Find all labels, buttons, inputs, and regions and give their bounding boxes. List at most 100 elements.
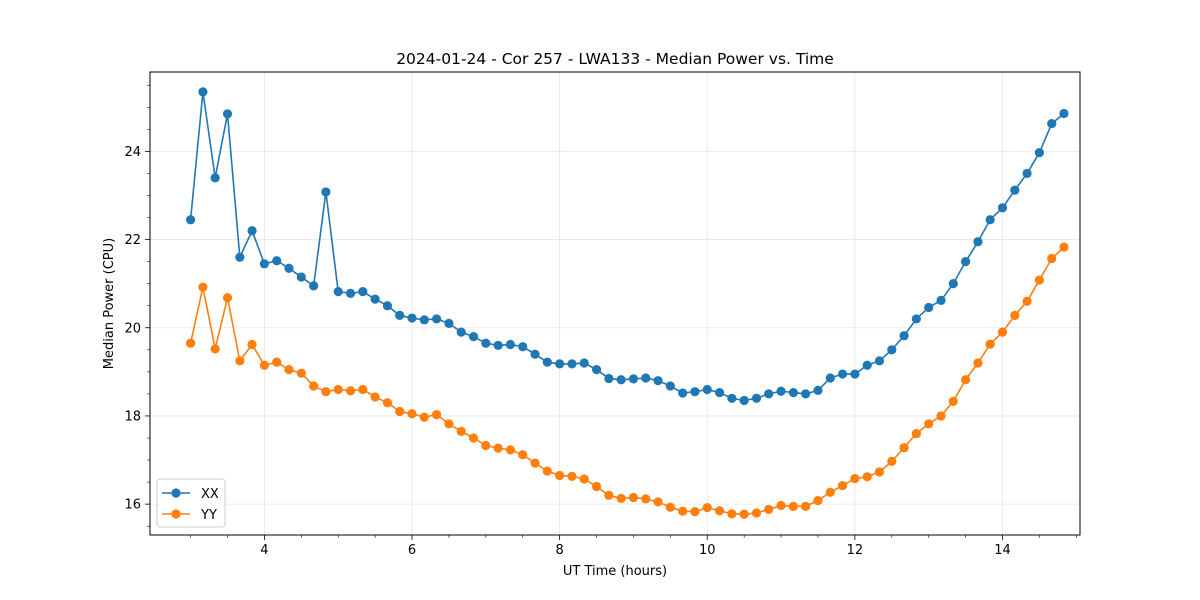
- grid-lines: [150, 72, 1080, 535]
- data-point-xx: [481, 338, 491, 348]
- data-point-yy: [751, 508, 762, 518]
- data-point-yy: [382, 398, 393, 408]
- data-point-xx: [1059, 108, 1069, 119]
- chart-title: 2024-01-24 - Cor 257 - LWA133 - Median P…: [396, 50, 834, 68]
- data-point-xx: [1010, 185, 1020, 195]
- data-point-xx: [924, 302, 934, 313]
- data-point-yy: [493, 443, 503, 453]
- data-point-yy: [788, 501, 799, 511]
- data-point-yy: [850, 473, 860, 484]
- data-point-xx: [591, 365, 602, 375]
- data-point-xx: [345, 288, 356, 298]
- data-point-yy: [579, 474, 589, 484]
- data-point-yy: [690, 507, 700, 517]
- data-point-xx: [997, 203, 1008, 213]
- data-point-xx: [874, 356, 885, 366]
- data-point-xx: [714, 387, 725, 398]
- data-point-xx: [407, 313, 417, 323]
- data-point-xx: [567, 359, 577, 369]
- data-point-xx: [788, 387, 799, 398]
- data-point-yy: [678, 506, 688, 516]
- data-point-xx: [628, 374, 639, 384]
- plot-frame: [149, 71, 1081, 536]
- data-point-xx: [247, 226, 257, 236]
- axis-ticks: 4 6 8 10 12 14 16 18 20 22 24: [124, 84, 1077, 558]
- data-point-xx: [579, 358, 589, 368]
- data-point-xx: [555, 359, 565, 369]
- data-point-yy: [370, 392, 380, 402]
- data-point-yy: [345, 386, 356, 396]
- data-point-yy: [591, 481, 602, 492]
- data-point-yy: [739, 509, 749, 519]
- data-point-yy: [936, 411, 946, 421]
- data-point-xx: [973, 237, 983, 247]
- data-point-xx: [911, 314, 921, 324]
- data-point-yy: [1059, 242, 1069, 252]
- data-point-yy: [924, 419, 934, 429]
- data-point-xx: [961, 257, 971, 267]
- data-point-xx: [653, 376, 663, 386]
- data-point-yy: [456, 426, 466, 436]
- data-point-xx: [837, 369, 848, 379]
- data-point-xx: [604, 373, 614, 384]
- data-point-xx: [690, 387, 700, 397]
- legend-label-yy: YY: [200, 508, 217, 523]
- data-point-yy: [222, 293, 233, 303]
- x-tick-label: 10: [699, 543, 716, 558]
- data-point-xx: [468, 331, 479, 342]
- data-point-xx: [395, 310, 405, 321]
- data-point-xx: [296, 272, 306, 282]
- data-point-yy: [604, 490, 614, 500]
- data-point-xx: [542, 357, 552, 367]
- y-tick-label: 18: [124, 409, 141, 424]
- y-tick-label: 22: [124, 233, 141, 248]
- x-tick-label: 12: [847, 543, 864, 558]
- data-point-xx: [321, 187, 331, 197]
- legend: XX YY: [156, 478, 226, 528]
- data-point-xx: [702, 384, 712, 395]
- data-point-yy: [837, 481, 848, 491]
- data-point-xx: [210, 173, 220, 183]
- data-point-xx: [825, 373, 835, 383]
- data-point-yy: [419, 412, 429, 422]
- data-point-yy: [272, 357, 282, 367]
- data-point-xx: [862, 360, 872, 370]
- data-point-yy: [948, 396, 958, 406]
- data-point-yy: [813, 496, 823, 506]
- data-point-xx: [432, 314, 442, 324]
- data-point-yy: [395, 406, 405, 417]
- data-point-xx: [518, 342, 528, 352]
- data-point-xx: [665, 381, 675, 391]
- series-layer: [186, 87, 1069, 519]
- y-tick-label: 20: [124, 321, 141, 336]
- x-tick-label: 6: [408, 543, 416, 558]
- data-point-xx: [456, 327, 466, 337]
- data-point-yy: [444, 419, 454, 429]
- data-point-yy: [727, 509, 737, 519]
- data-point-xx: [530, 349, 540, 359]
- data-point-yy: [407, 409, 417, 419]
- data-point-xx: [358, 286, 368, 297]
- data-point-yy: [616, 493, 626, 503]
- data-point-xx: [493, 340, 503, 350]
- data-point-xx: [764, 389, 774, 399]
- data-point-yy: [321, 387, 331, 397]
- data-point-xx: [936, 295, 946, 306]
- data-point-xx: [272, 256, 282, 266]
- x-tick-label: 14: [994, 543, 1011, 558]
- data-point-yy: [358, 384, 368, 395]
- data-point-yy: [1022, 296, 1032, 306]
- data-point-yy: [862, 472, 872, 482]
- data-point-xx: [444, 318, 454, 328]
- x-tick-label: 8: [556, 543, 564, 558]
- data-point-yy: [899, 443, 909, 453]
- data-point-xx: [259, 259, 269, 269]
- data-point-yy: [259, 360, 269, 370]
- data-point-yy: [505, 445, 516, 455]
- data-point-yy: [825, 487, 835, 497]
- data-point-xx: [850, 369, 860, 379]
- data-point-yy: [973, 358, 983, 368]
- data-point-yy: [665, 502, 675, 512]
- data-point-yy: [530, 458, 540, 468]
